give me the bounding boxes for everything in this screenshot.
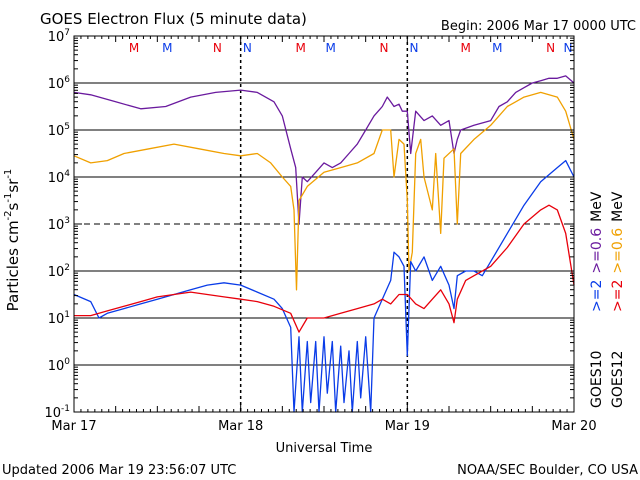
satellite-marker: M — [129, 41, 139, 55]
y-tick-exp: 0 — [64, 357, 70, 367]
legend-goes12-energies: >=2 >=0.6 MeV — [610, 191, 626, 312]
satellite-marker: N — [546, 41, 555, 55]
y-tick-base: 10 — [44, 406, 61, 421]
series-line — [73, 75, 575, 225]
x-tick-label: Mar 17 — [51, 419, 96, 434]
y-tick-label: 103 — [48, 216, 70, 233]
y-label-exp: -2 — [3, 210, 14, 220]
satellite-marker: N — [243, 41, 252, 55]
legend-unit: MeV — [589, 191, 605, 222]
legend-goes12-e2: >=2 — [610, 280, 626, 312]
y-tick-base: 10 — [48, 265, 65, 280]
y-tick-exp: 6 — [64, 75, 70, 85]
y-tick-label: 101 — [48, 310, 70, 327]
x-tick-label: Mar 18 — [218, 419, 263, 434]
y-tick-label: 100 — [48, 357, 71, 374]
updated-timestamp: Updated 2006 Mar 19 23:56:07 UTC — [2, 463, 236, 478]
series-line — [74, 204, 575, 333]
y-tick-exp: 3 — [64, 216, 70, 226]
legend: GOES10 GOES12 >=2 >=0.6 MeV >=2 >=0.6 MeV — [589, 191, 626, 408]
y-tick-base: 10 — [48, 171, 65, 186]
legend-unit: MeV — [610, 191, 626, 222]
y-tick-label: 10-1 — [44, 404, 70, 421]
y-tick-label: 106 — [48, 75, 71, 92]
series-line — [73, 159, 575, 413]
satellite-marker: M — [295, 41, 305, 55]
legend-goes10-label: GOES10 — [589, 351, 605, 408]
y-tick-label: 104 — [48, 169, 71, 186]
credit-label: NOAA/SEC Boulder, CO USA — [457, 463, 638, 478]
y-label-part: s — [4, 202, 22, 210]
satellite-marker: M — [460, 41, 470, 55]
satellite-marker: N — [213, 41, 222, 55]
legend-goes10-e06: >=0.6 — [589, 228, 605, 274]
series-layer — [73, 75, 575, 413]
legend-goes10-energies: >=2 >=0.6 MeV — [589, 191, 605, 312]
satellite-marker: N — [564, 41, 573, 55]
x-axis-label: Universal Time — [276, 441, 373, 456]
legend-goes12: GOES12 — [610, 351, 626, 408]
y-label-exp: -1 — [3, 169, 14, 179]
legend-goes12-label: GOES12 — [610, 351, 626, 408]
satellite-marker: N — [380, 41, 389, 55]
y-tick-base: 10 — [48, 218, 65, 233]
y-tick-base: 10 — [48, 359, 65, 374]
y-tick-exp: 2 — [64, 263, 70, 273]
y-tick-exp: 5 — [64, 122, 70, 132]
y-tick-base: 10 — [48, 312, 65, 327]
y-tick-base: 10 — [48, 30, 65, 45]
satellite-marker: M — [325, 41, 335, 55]
y-tick-base: 10 — [48, 77, 65, 92]
y-tick-exp: 4 — [64, 169, 70, 179]
y-label-part: sr — [4, 178, 22, 193]
y-tick-base: 10 — [48, 124, 65, 139]
x-tick-label: Mar 20 — [551, 419, 596, 434]
legend-goes12-e06: >=0.6 — [610, 228, 626, 274]
y-tick-label: 107 — [48, 28, 70, 45]
satellite-marker: N — [410, 41, 419, 55]
grid-lines — [74, 82, 574, 366]
satellite-marker: M — [162, 41, 172, 55]
y-tick-label: 105 — [48, 122, 70, 139]
y-label-exp: -1 — [3, 193, 14, 203]
y-tick-exp: -1 — [61, 404, 70, 414]
legend-goes10: GOES10 — [589, 351, 605, 408]
y-tick-label: 102 — [48, 263, 70, 280]
y-tick-exp: 7 — [64, 28, 70, 38]
x-tick-label: Mar 19 — [385, 419, 430, 434]
chart-title: GOES Electron Flux (5 minute data) — [40, 10, 307, 28]
x-axis-ticks: Mar 17 Mar 18 Mar 19 Mar 20 — [51, 36, 597, 434]
series-line — [73, 91, 575, 291]
begin-time-label: Begin: 2006 Mar 17 0000 UTC — [441, 19, 636, 34]
y-axis-label: Particles cm-2s-1sr-1 — [3, 169, 22, 312]
satellite-marker: M — [492, 41, 502, 55]
y-label-part: Particles cm — [4, 220, 22, 311]
legend-goes10-e2: >=2 — [589, 280, 605, 312]
y-tick-exp: 1 — [64, 310, 70, 320]
